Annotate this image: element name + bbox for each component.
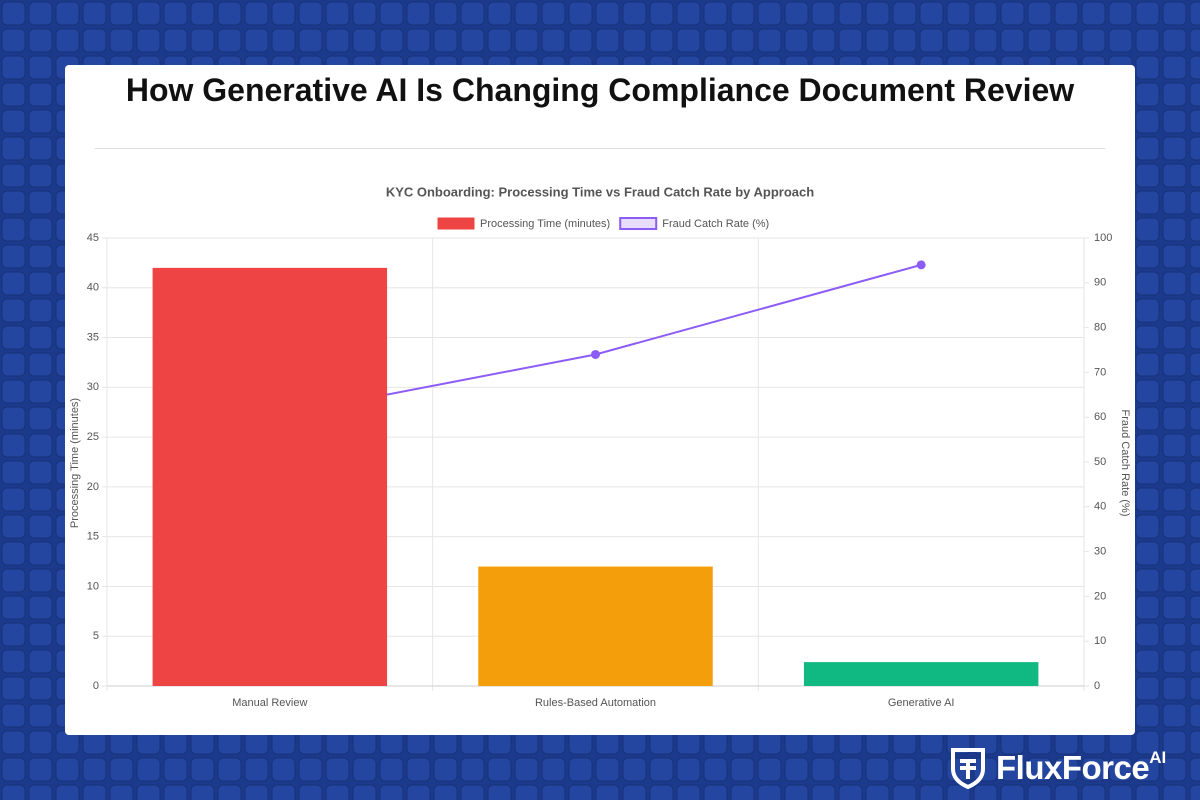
y2-tick-label: 10 [1094,635,1106,647]
y2-tick-label: 100 [1094,232,1112,244]
x-tick-label: Rules-Based Automation [535,697,656,709]
y2-tick-label: 40 [1094,501,1106,513]
y2-tick-label: 90 [1094,277,1106,289]
y-tick-label: 35 [87,331,99,343]
y2-tick-label: 50 [1094,456,1106,468]
y2-tick-label: 70 [1094,366,1106,378]
bar [478,566,713,686]
y-tick-label: 30 [87,381,99,393]
legend-label: Processing Time (minutes) [480,218,610,230]
legend-swatch [619,217,658,230]
y2-tick-label: 60 [1094,411,1106,423]
y-tick-label: 40 [87,282,99,294]
y-tick-label: 25 [87,431,99,443]
y-tick-label: 45 [87,232,99,244]
legend-swatch [437,217,475,230]
brand-name: FluxForce [996,749,1150,786]
y-tick-label: 10 [87,580,99,592]
y2-tick-label: 80 [1094,322,1106,334]
legend-label: Fraud Catch Rate (%) [662,218,769,230]
brand: FluxForce AI [950,740,1166,796]
brand-icon [951,748,985,789]
chart: KYC Onboarding: Processing Time vs Fraud… [69,184,1131,709]
x-tick-label: Manual Review [232,697,307,709]
page-title: How Generative AI Is Changing Compliance… [125,72,1075,108]
line-point [916,260,926,270]
y-axis-label: Processing Time (minutes) [69,398,81,528]
x-tick-label: Generative AI [888,697,955,709]
y-tick-label: 20 [87,481,99,493]
y2-tick-label: 20 [1094,590,1106,602]
line-point [591,349,600,359]
bar [803,662,1039,686]
bar [152,267,388,686]
chart-title: KYC Onboarding: Processing Time vs Fraud… [386,184,814,199]
card: How Generative AI Is Changing Compliance… [65,65,1135,735]
y2-tick-label: 0 [1094,680,1100,692]
y2-tick-label: 30 [1094,546,1106,558]
y-tick-label: 15 [87,531,99,543]
separator [95,148,1105,149]
y2-axis-label: Fraud Catch Rate (%) [1119,410,1131,517]
y-tick-label: 5 [93,630,99,642]
y-tick-label: 0 [93,680,99,692]
brand-suffix: AI [1149,748,1167,767]
